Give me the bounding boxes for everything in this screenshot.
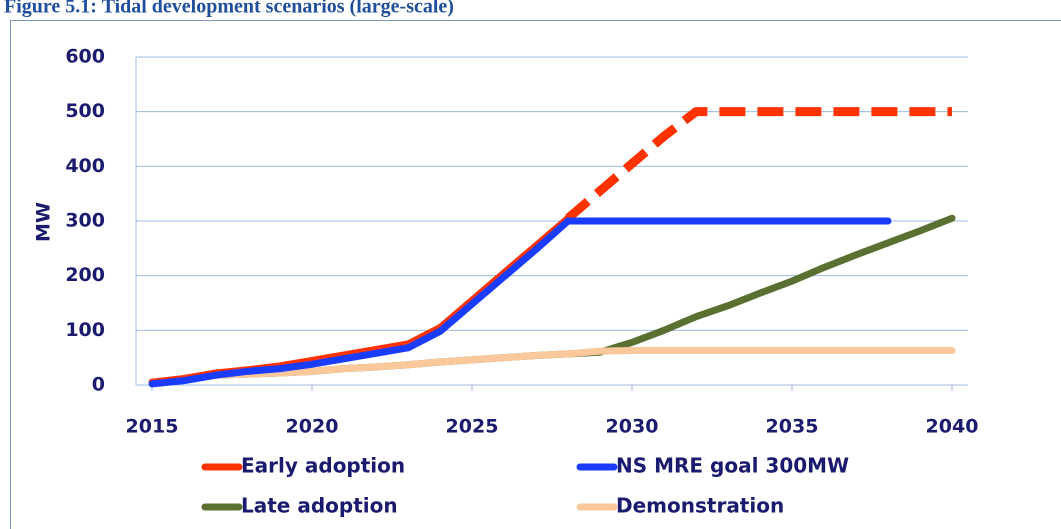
legend-label: Early adoption	[241, 454, 405, 478]
x-tick-label: 2020	[286, 416, 339, 438]
x-tick-label: 2040	[926, 416, 979, 438]
y-tick-label: 600	[65, 46, 105, 68]
chart-frame	[10, 20, 1061, 529]
legend-label: Late adoption	[241, 494, 398, 518]
y-tick-label: 100	[65, 319, 105, 341]
y-tick-label: 0	[92, 374, 105, 396]
y-tick-label: 500	[65, 100, 105, 122]
x-tick-label: 2015	[126, 416, 179, 438]
line-series-dashed	[565, 107, 952, 222]
y-tick-label: 400	[65, 155, 105, 177]
x-tick-label: 2025	[446, 416, 499, 438]
y-tick-label: 200	[65, 264, 105, 286]
line-series	[148, 347, 956, 386]
legend-label: NS MRE goal 300MW	[616, 454, 849, 478]
line-series	[148, 217, 892, 388]
chart-title: Figure 5.1: Tidal development scenarios …	[4, 0, 454, 18]
legend-label: Demonstration	[616, 494, 784, 518]
x-tick-label: 2030	[606, 416, 659, 438]
x-tick-label: 2035	[766, 416, 819, 438]
y-tick-label: 300	[65, 210, 105, 232]
y-axis-label: MW	[33, 202, 55, 242]
